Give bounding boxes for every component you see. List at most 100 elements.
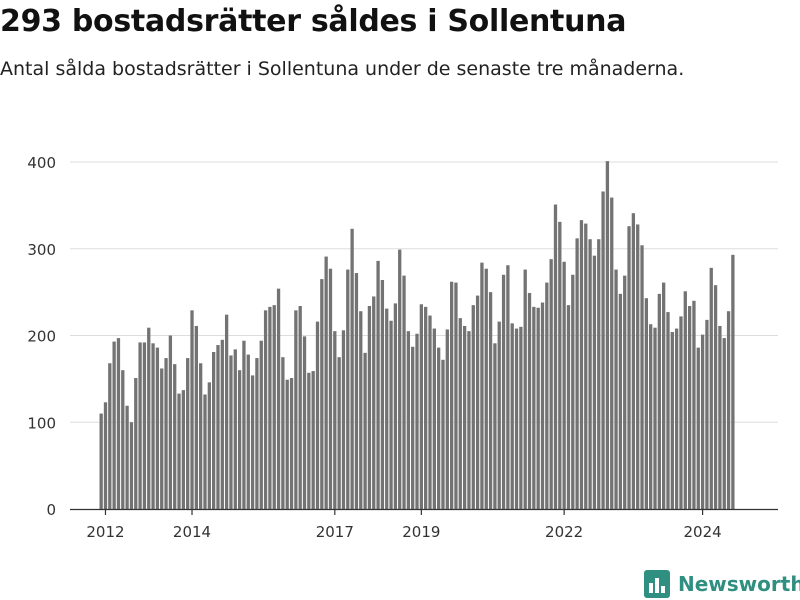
bar [597, 239, 601, 509]
bar [480, 262, 484, 509]
x-tick-label: 2012 [86, 523, 124, 541]
data-label: 293 [731, 0, 762, 4]
bar [670, 332, 674, 509]
bar [683, 291, 687, 509]
bar [467, 331, 471, 509]
bar [350, 228, 354, 510]
newsworthy-logo: Newsworthy [644, 569, 800, 599]
x-tick-label: 2017 [316, 523, 354, 541]
bar [536, 307, 540, 509]
chart-title: 293 bostadsrätter såldes i Sollentuna [0, 4, 627, 39]
bar [592, 255, 597, 509]
bar [385, 308, 389, 509]
bar [259, 340, 263, 509]
bar [614, 269, 618, 509]
bar [302, 336, 307, 509]
bar [207, 382, 211, 509]
bar [298, 306, 302, 509]
bar [462, 325, 467, 509]
bar [545, 282, 549, 509]
bar [324, 256, 328, 509]
bar [233, 349, 237, 509]
bar [692, 300, 696, 509]
bar [116, 338, 121, 509]
bar [571, 274, 575, 509]
bar [389, 320, 393, 509]
bar [713, 285, 718, 509]
y-tick-label: 400 [27, 154, 56, 172]
bar [588, 239, 592, 509]
bar [402, 275, 406, 509]
bar [99, 413, 103, 509]
bar [142, 342, 147, 509]
bar [393, 303, 398, 509]
bar [121, 370, 125, 509]
bar [514, 328, 519, 509]
y-tick-label: 200 [27, 328, 56, 346]
bar [458, 318, 462, 509]
bar [177, 393, 181, 509]
bar [320, 279, 324, 509]
brand-name: Newsworthy [678, 572, 800, 596]
bar [484, 268, 488, 509]
bar [376, 260, 380, 509]
bar [229, 355, 233, 509]
bar [272, 305, 276, 509]
bar [160, 368, 164, 509]
bar [216, 345, 220, 509]
bar [212, 351, 216, 509]
bar [441, 359, 445, 509]
bar [726, 311, 731, 509]
bar [242, 340, 246, 509]
bar [190, 310, 194, 509]
bar [566, 305, 571, 509]
bar [199, 363, 203, 509]
bar [709, 267, 713, 509]
bar [415, 333, 419, 509]
bar [354, 273, 359, 509]
bar [281, 357, 285, 509]
bar [575, 238, 579, 509]
bar [129, 422, 134, 509]
bar [406, 331, 411, 509]
bar [449, 281, 454, 509]
bar [307, 372, 311, 509]
bar [475, 295, 480, 509]
y-tick-label: 0 [46, 501, 56, 519]
bar [653, 327, 657, 509]
bar [432, 328, 436, 509]
bar [250, 375, 255, 509]
bar [328, 268, 333, 509]
bar [398, 249, 402, 509]
bar [285, 379, 289, 509]
bar [631, 213, 636, 509]
bar [194, 325, 198, 509]
bar [506, 265, 510, 509]
bar [125, 405, 129, 509]
bar [519, 326, 523, 509]
bar [437, 347, 441, 509]
bar [454, 282, 458, 509]
bar [268, 306, 272, 509]
bar [662, 282, 666, 509]
bar [649, 324, 653, 509]
bar [411, 346, 415, 509]
bar [657, 293, 661, 509]
bar [246, 354, 250, 509]
y-tick-label: 100 [27, 414, 56, 432]
bar [471, 305, 475, 509]
bar [220, 339, 224, 509]
bar [138, 342, 142, 509]
bar [618, 293, 623, 509]
bar [276, 288, 281, 509]
bar [584, 223, 588, 509]
bar [579, 220, 584, 509]
bar [224, 314, 229, 509]
bar [527, 292, 532, 509]
bar [419, 304, 423, 509]
bar [315, 321, 320, 509]
bar [610, 197, 614, 509]
bar [497, 321, 501, 509]
x-tick-label: 2019 [402, 523, 440, 541]
bar [311, 371, 315, 509]
